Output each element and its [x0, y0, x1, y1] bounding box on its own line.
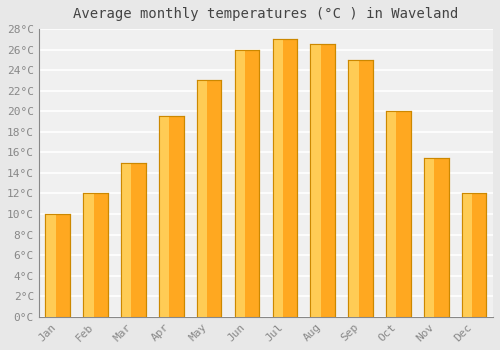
Bar	[348, 60, 358, 317]
Bar	[386, 111, 396, 317]
Bar	[424, 158, 448, 317]
Bar	[121, 163, 132, 317]
Bar	[46, 214, 70, 317]
Bar	[234, 50, 260, 317]
Bar	[84, 194, 94, 317]
Bar	[462, 194, 472, 317]
Bar	[234, 50, 245, 317]
Bar	[159, 117, 184, 317]
Bar	[159, 117, 170, 317]
Bar	[310, 44, 320, 317]
Title: Average monthly temperatures (°C ) in Waveland: Average monthly temperatures (°C ) in Wa…	[74, 7, 458, 21]
Bar	[197, 80, 207, 317]
Bar	[84, 194, 108, 317]
Bar	[310, 44, 335, 317]
Bar	[272, 39, 297, 317]
Bar	[424, 158, 434, 317]
Bar	[121, 163, 146, 317]
Bar	[348, 60, 373, 317]
Bar	[386, 111, 410, 317]
Bar	[272, 39, 283, 317]
Bar	[46, 214, 56, 317]
Bar	[462, 194, 486, 317]
Bar	[197, 80, 222, 317]
